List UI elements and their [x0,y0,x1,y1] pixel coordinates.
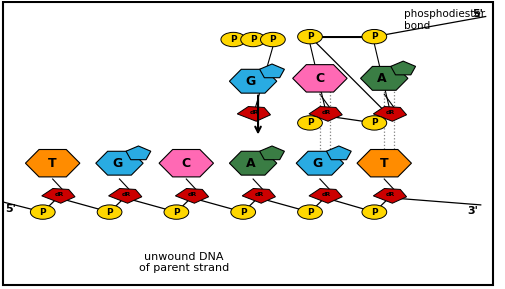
Polygon shape [25,149,80,177]
Text: P: P [240,208,246,216]
Circle shape [97,205,122,219]
Text: G: G [245,75,256,88]
Circle shape [362,205,387,219]
Polygon shape [229,69,277,93]
Polygon shape [260,64,284,78]
Text: dR: dR [322,110,331,116]
Circle shape [297,205,322,219]
Text: 5': 5' [472,9,483,18]
Polygon shape [293,65,347,92]
Polygon shape [391,61,416,75]
Circle shape [362,29,387,44]
Text: P: P [106,208,113,216]
Circle shape [231,205,256,219]
Polygon shape [373,107,407,121]
Text: P: P [307,208,313,216]
Text: 3': 3' [468,206,478,216]
Polygon shape [361,66,408,90]
Text: G: G [112,157,122,170]
Text: C: C [182,157,191,170]
Text: T: T [380,157,388,170]
Polygon shape [229,151,277,175]
Text: dR: dR [55,192,64,197]
Polygon shape [260,146,284,160]
Circle shape [297,29,322,44]
Circle shape [261,32,285,47]
Polygon shape [357,149,412,177]
Text: dR: dR [250,110,259,116]
Polygon shape [296,151,343,175]
Polygon shape [109,188,142,203]
Polygon shape [42,188,75,203]
Polygon shape [159,149,214,177]
Text: P: P [270,35,276,44]
Text: P: P [371,118,378,127]
Text: P: P [173,208,180,216]
Polygon shape [309,107,342,121]
Text: P: P [371,208,378,216]
Circle shape [362,116,387,130]
Text: P: P [39,208,46,216]
Text: dR: dR [188,192,197,197]
Text: dR: dR [322,192,331,197]
Polygon shape [126,146,151,160]
Text: A: A [377,72,387,85]
Polygon shape [373,188,407,203]
Text: P: P [307,32,313,41]
Circle shape [221,32,245,47]
FancyBboxPatch shape [3,2,493,286]
Polygon shape [309,188,342,203]
Text: G: G [313,157,323,170]
Text: C: C [315,72,324,85]
Text: dR: dR [255,192,264,197]
Circle shape [241,32,266,47]
Text: dR: dR [386,192,395,197]
Polygon shape [242,188,275,203]
Text: T: T [48,157,57,170]
Polygon shape [237,107,271,121]
Polygon shape [175,188,209,203]
Text: phosphodiester
bond: phosphodiester bond [404,9,485,31]
Circle shape [164,205,189,219]
Polygon shape [96,151,143,175]
Text: unwound DNA
of parent strand: unwound DNA of parent strand [139,252,229,273]
Text: P: P [307,118,313,127]
Text: P: P [230,35,237,44]
Polygon shape [326,146,351,160]
Circle shape [30,205,55,219]
Text: dR: dR [121,192,131,197]
Text: 5': 5' [6,204,17,214]
Circle shape [297,116,322,130]
Text: dR: dR [386,110,395,116]
Text: P: P [250,35,257,44]
Text: A: A [246,157,256,170]
Text: P: P [371,32,378,41]
